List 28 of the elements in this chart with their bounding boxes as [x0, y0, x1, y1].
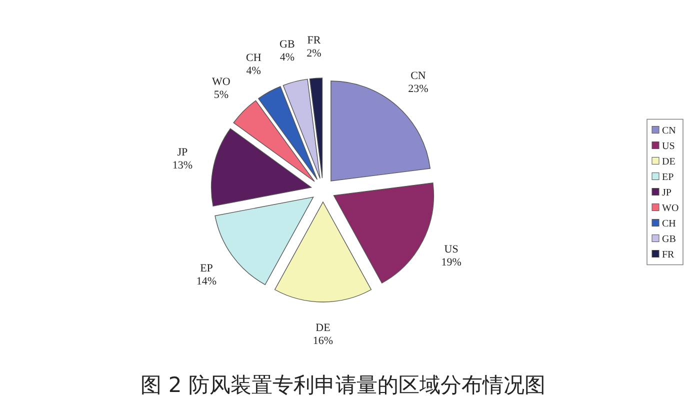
data-label: 13%: [172, 160, 193, 172]
legend-label: GB: [662, 234, 676, 245]
legend-label: CN: [662, 125, 676, 136]
slice-label: GB: [280, 38, 295, 51]
legend-label: FR: [662, 249, 675, 260]
data-label: 16%: [312, 335, 334, 347]
slice-label: FR: [307, 34, 322, 46]
data-label: 19%: [441, 256, 462, 268]
slice-label: DE: [316, 322, 331, 334]
legend-label: JP: [662, 187, 672, 198]
slice-label: WO: [212, 76, 230, 88]
data-label: 23%: [408, 82, 428, 95]
slice-label: CN: [410, 70, 426, 82]
legend-label: WO: [662, 202, 679, 214]
slice-label: CH: [246, 52, 262, 64]
slice-label: EP: [200, 262, 213, 275]
slice-label: US: [444, 243, 458, 256]
data-label: 4%: [280, 52, 295, 64]
legend-label: US: [662, 140, 675, 152]
legend-label: CH: [662, 218, 676, 230]
data-label: 4%: [246, 64, 261, 77]
data-label: 2%: [306, 47, 322, 60]
data-label: 5%: [214, 89, 229, 102]
data-label: 14%: [196, 276, 217, 288]
slice-label: JP: [177, 146, 188, 159]
text: 图 2 防风装置专利申请量的区域分布情况图: [140, 373, 546, 397]
legend-label: EP: [662, 172, 674, 183]
legend-label: DE: [662, 156, 676, 168]
